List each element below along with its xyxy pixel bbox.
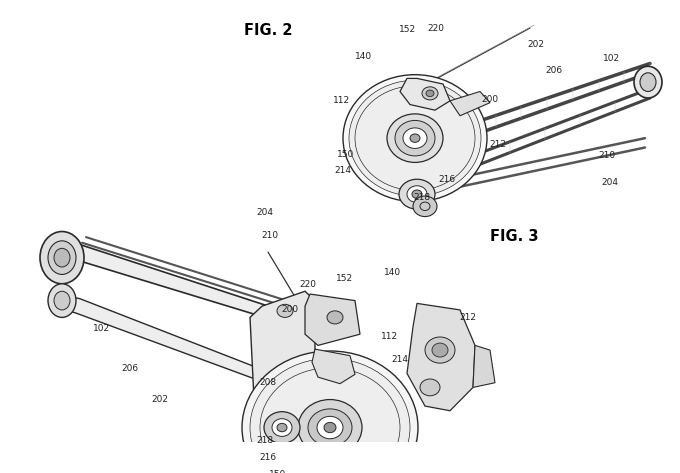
Text: 216: 216 — [260, 453, 277, 462]
Text: 218: 218 — [256, 436, 273, 445]
Ellipse shape — [426, 90, 434, 96]
Ellipse shape — [324, 422, 336, 433]
Ellipse shape — [317, 416, 343, 439]
Polygon shape — [55, 245, 280, 322]
Text: 216: 216 — [439, 175, 456, 184]
Text: 206: 206 — [122, 364, 139, 373]
Ellipse shape — [327, 311, 343, 324]
Ellipse shape — [349, 80, 481, 196]
Ellipse shape — [277, 416, 287, 424]
Ellipse shape — [413, 196, 437, 217]
Ellipse shape — [387, 114, 443, 162]
Text: FIG. 3: FIG. 3 — [490, 229, 538, 244]
Text: 102: 102 — [603, 54, 621, 63]
Text: 214: 214 — [335, 166, 352, 175]
Text: 212: 212 — [460, 313, 477, 322]
Polygon shape — [312, 349, 355, 384]
Polygon shape — [407, 303, 475, 411]
Text: FIG. 2: FIG. 2 — [244, 23, 293, 37]
Polygon shape — [450, 91, 490, 116]
Ellipse shape — [410, 134, 420, 142]
Text: 152: 152 — [337, 274, 354, 283]
Ellipse shape — [277, 423, 287, 432]
Text: 220: 220 — [428, 24, 445, 33]
Ellipse shape — [412, 190, 422, 198]
Ellipse shape — [640, 73, 656, 91]
Text: 202: 202 — [528, 40, 545, 49]
Ellipse shape — [54, 248, 70, 267]
Polygon shape — [250, 291, 315, 429]
Text: 204: 204 — [256, 208, 273, 217]
Ellipse shape — [308, 409, 352, 446]
Text: 212: 212 — [490, 140, 507, 149]
Text: 208: 208 — [260, 378, 277, 387]
Text: 140: 140 — [384, 268, 402, 277]
Ellipse shape — [277, 304, 293, 317]
Ellipse shape — [264, 412, 300, 443]
Ellipse shape — [634, 66, 662, 98]
Polygon shape — [473, 345, 495, 387]
Text: 152: 152 — [399, 26, 417, 35]
Ellipse shape — [48, 284, 76, 317]
Ellipse shape — [399, 179, 435, 209]
Text: 206: 206 — [545, 66, 562, 75]
Text: 112: 112 — [381, 332, 398, 341]
Text: 210: 210 — [261, 231, 279, 240]
Text: 112: 112 — [333, 96, 351, 105]
Text: 214: 214 — [392, 355, 409, 364]
Ellipse shape — [272, 419, 292, 437]
Ellipse shape — [242, 351, 418, 473]
Ellipse shape — [250, 359, 410, 473]
Text: 140: 140 — [356, 52, 373, 61]
Ellipse shape — [425, 337, 455, 363]
Text: 204: 204 — [602, 177, 619, 186]
Ellipse shape — [403, 128, 427, 149]
Ellipse shape — [407, 186, 427, 202]
Ellipse shape — [48, 241, 76, 274]
Text: 150: 150 — [337, 149, 355, 158]
Ellipse shape — [40, 231, 84, 284]
Text: 200: 200 — [282, 306, 299, 315]
Polygon shape — [400, 79, 450, 110]
Polygon shape — [55, 294, 260, 381]
Text: 220: 220 — [299, 280, 316, 289]
Polygon shape — [305, 294, 360, 345]
Ellipse shape — [395, 121, 435, 156]
Text: 218: 218 — [413, 193, 430, 202]
Ellipse shape — [422, 87, 438, 100]
Ellipse shape — [420, 379, 440, 396]
Ellipse shape — [432, 343, 448, 357]
Text: 102: 102 — [93, 324, 111, 333]
Ellipse shape — [343, 75, 487, 201]
Ellipse shape — [298, 400, 362, 455]
Text: 202: 202 — [152, 395, 169, 404]
Text: 210: 210 — [598, 151, 615, 160]
Ellipse shape — [272, 412, 292, 429]
Text: 200: 200 — [481, 96, 498, 105]
Text: 150: 150 — [269, 470, 287, 473]
Ellipse shape — [54, 291, 70, 310]
